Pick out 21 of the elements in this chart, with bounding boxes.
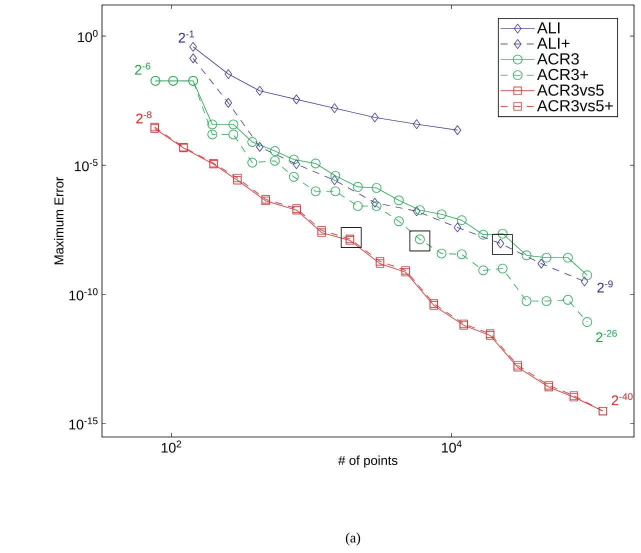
annotation: 2$^{-1}$ <box>178 30 194 43</box>
y-tick-label: 10$^{0}$ <box>78 30 98 42</box>
annotation: 2$^{-40}$ <box>612 393 633 406</box>
text: (a) <box>346 532 360 546</box>
legend-label: ALI+ <box>537 38 570 49</box>
annotation: 2$^{-26}$ <box>596 330 617 342</box>
legend-label: ACR3vs5+ <box>537 100 613 112</box>
annotation: 2$^{-6}$ <box>135 62 150 75</box>
x-tick-label: 10$^{2}$ <box>162 440 182 453</box>
x-tick-label: 10$^{4}$ <box>442 440 462 453</box>
legend-label: ACR3+ <box>537 68 588 80</box>
annotation: 2$^{-9}$ <box>597 280 613 292</box>
x-axis-title: # of points <box>338 456 398 468</box>
annotation: 2$^{-8}$ <box>136 111 152 124</box>
y-tick-label: 10$^{-5}$ <box>74 159 98 172</box>
legend-label: ACR3 <box>537 53 579 65</box>
y-axis-title: Maximum Error <box>54 176 64 264</box>
legend-label: ACR3vs5 <box>537 84 604 96</box>
legend-label: ALI <box>537 22 560 34</box>
y-tick-label: 10$^{-15}$ <box>69 417 98 430</box>
y-tick-label: 10$^{-10}$ <box>69 288 98 300</box>
